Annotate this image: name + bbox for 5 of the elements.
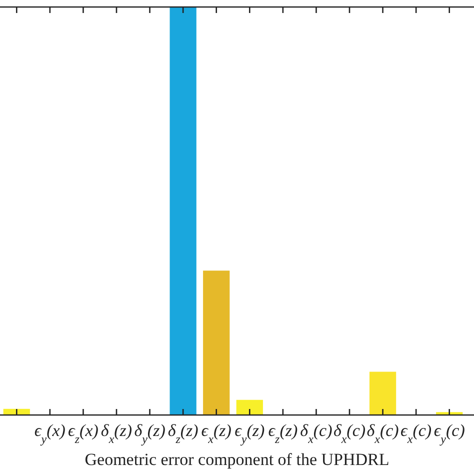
bar <box>203 270 230 415</box>
bar <box>369 372 396 415</box>
bar <box>236 400 263 415</box>
bar <box>170 7 196 415</box>
x-axis-title: Geometric error component of the UPHDRL <box>84 450 390 469</box>
